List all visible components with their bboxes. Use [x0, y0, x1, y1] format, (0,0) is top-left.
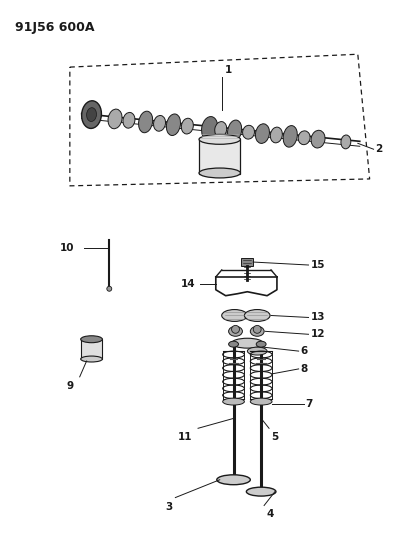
Ellipse shape — [244, 310, 269, 321]
Circle shape — [253, 325, 261, 333]
Ellipse shape — [198, 168, 240, 178]
Text: 9: 9 — [66, 381, 73, 391]
Text: 11: 11 — [177, 432, 192, 442]
Ellipse shape — [255, 124, 269, 143]
Text: 4: 4 — [265, 510, 273, 520]
Ellipse shape — [81, 336, 102, 343]
Ellipse shape — [123, 112, 135, 128]
Ellipse shape — [298, 131, 309, 144]
Ellipse shape — [255, 341, 265, 347]
Text: 12: 12 — [310, 329, 324, 340]
Text: 91J56 600A: 91J56 600A — [14, 21, 94, 34]
Text: 13: 13 — [310, 312, 324, 322]
Ellipse shape — [108, 109, 122, 129]
Ellipse shape — [138, 111, 152, 133]
Text: 6: 6 — [300, 346, 307, 356]
Ellipse shape — [227, 120, 241, 142]
Ellipse shape — [228, 326, 242, 336]
Bar — [198, 139, 240, 174]
Ellipse shape — [166, 114, 180, 135]
Text: 3: 3 — [164, 502, 172, 512]
Bar — [81, 339, 102, 359]
Ellipse shape — [228, 341, 238, 347]
Ellipse shape — [214, 122, 226, 138]
Ellipse shape — [198, 134, 240, 144]
Ellipse shape — [270, 127, 282, 143]
Ellipse shape — [153, 116, 165, 131]
Ellipse shape — [250, 326, 263, 336]
Ellipse shape — [81, 101, 101, 128]
Ellipse shape — [86, 108, 96, 122]
Ellipse shape — [81, 356, 102, 362]
Text: 10: 10 — [60, 243, 74, 253]
Ellipse shape — [216, 475, 250, 484]
Ellipse shape — [340, 135, 350, 149]
Text: 5: 5 — [270, 432, 277, 442]
Ellipse shape — [310, 130, 324, 148]
Ellipse shape — [221, 310, 247, 321]
Ellipse shape — [181, 118, 193, 134]
Text: 15: 15 — [310, 260, 324, 270]
Bar — [241, 258, 253, 266]
Ellipse shape — [282, 126, 297, 147]
Text: 2: 2 — [375, 144, 382, 154]
Circle shape — [107, 286, 111, 291]
Text: 14: 14 — [180, 279, 194, 289]
Ellipse shape — [231, 338, 263, 348]
Circle shape — [231, 325, 239, 333]
Ellipse shape — [242, 125, 254, 139]
Text: 7: 7 — [305, 399, 312, 409]
Ellipse shape — [246, 487, 275, 496]
Ellipse shape — [247, 347, 266, 355]
Text: 1: 1 — [224, 65, 231, 75]
Text: 8: 8 — [300, 364, 307, 374]
Ellipse shape — [250, 398, 271, 405]
Ellipse shape — [201, 117, 217, 140]
Ellipse shape — [222, 398, 244, 405]
